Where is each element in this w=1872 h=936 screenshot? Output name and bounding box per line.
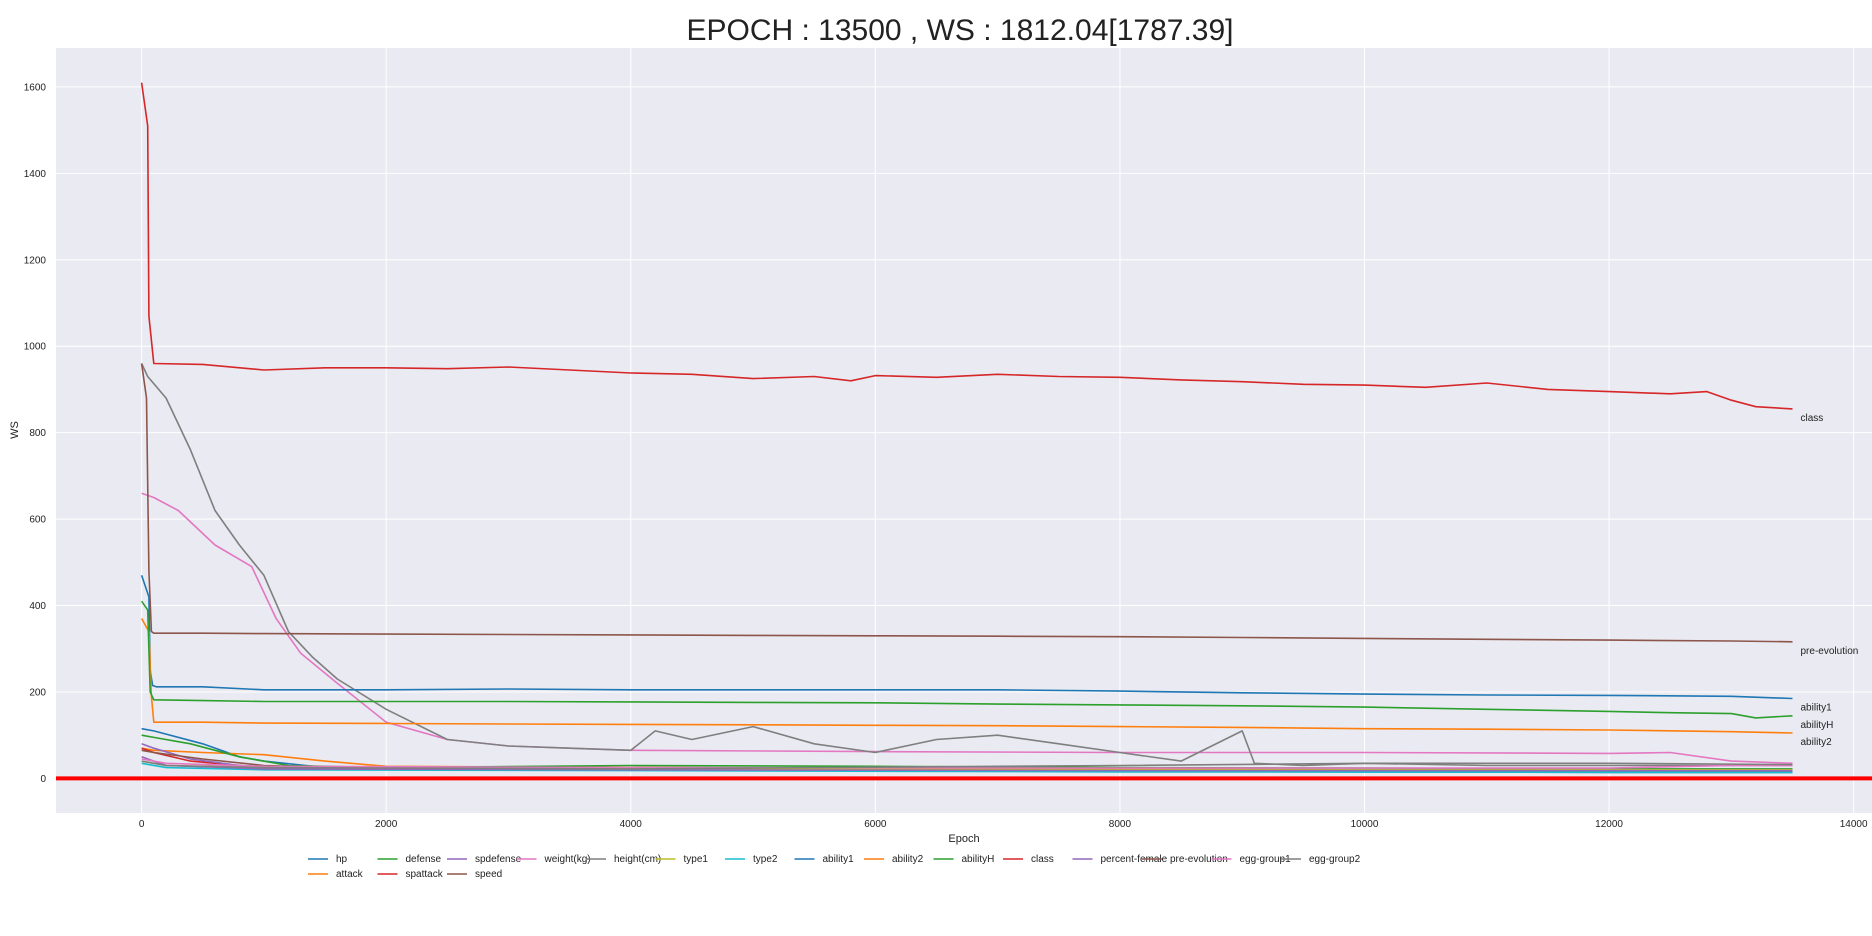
legend-label: type1 [684,854,709,865]
legend-label: egg-group1 [1240,854,1292,865]
y-tick-label: 1600 [24,82,47,93]
x-tick-label: 4000 [620,819,643,830]
legend-label: spdefense [475,854,522,865]
series-end-label: abilityH [1801,720,1834,731]
y-tick-label: 800 [29,428,46,439]
series-line-class [140,82,1793,410]
series-line-ability1 [140,575,1793,700]
series-end-labels: ability1 ability2 abilityH class pre-evoluti… [1801,413,1859,748]
grid [56,48,1872,813]
y-tick-label: 400 [29,601,46,612]
y-axis-label: WS [9,421,21,439]
legend-label: speed [475,869,502,880]
x-tick-label: 8000 [1109,819,1132,830]
legend-label: abilityH [962,854,995,865]
series-end-label: ability2 [1801,737,1833,748]
x-tick-label: 2000 [375,819,398,830]
y-tick-label: 600 [29,515,46,526]
series-line-pre-evolution [140,363,1793,643]
series-line-height-cm- [140,363,1793,767]
series-lines [140,82,1793,774]
y-tick-label: 1400 [24,169,47,180]
legend-label: attack [336,869,364,880]
chart-title: EPOCH : 13500 , WS : 1812.04[1787.39] [686,14,1233,47]
legend-label: weight(kg) [544,854,591,865]
y-tick-label: 1000 [24,342,47,353]
y-tick-label: 200 [29,687,46,698]
legend-label: ability2 [892,854,924,865]
x-tick-label: 14000 [1840,819,1868,830]
x-axis-label: Epoch [948,833,979,845]
series-end-label: pre-evolution [1801,646,1859,657]
legend: hp attack defense spattack spdefense speed wei… [308,854,1361,880]
y-tick-label: 0 [40,774,46,785]
legend-label: hp [336,854,348,865]
series-end-label: ability1 [1801,702,1833,713]
legend-label: type2 [753,854,778,865]
plot-area [56,48,1872,813]
legend-label: defense [406,854,442,865]
series-line-egg-group2 [141,760,1793,770]
x-tick-label: 6000 [864,819,887,830]
series-end-label: class [1801,413,1824,424]
legend-label: ability1 [823,854,855,865]
legend-label: height(cm) [614,854,661,865]
x-tick-label: 10000 [1351,819,1379,830]
legend-label: pre-evolution [1170,854,1228,865]
y-tick-label: 1200 [24,255,47,266]
series-line-type2 [141,762,1793,774]
legend-label: spattack [406,869,444,880]
tick-labels: 0 2000 4000 6000 8000 10000 12000 14000 0 200 400 6… [24,82,1868,830]
legend-label: egg-group2 [1309,854,1361,865]
series-line-ability2 [140,618,1793,734]
series-line-abilityh [140,600,1793,719]
x-tick-label: 12000 [1595,819,1623,830]
x-tick-label: 0 [139,819,145,830]
legend-label: percent-female [1101,854,1168,865]
legend-label: class [1031,854,1054,865]
